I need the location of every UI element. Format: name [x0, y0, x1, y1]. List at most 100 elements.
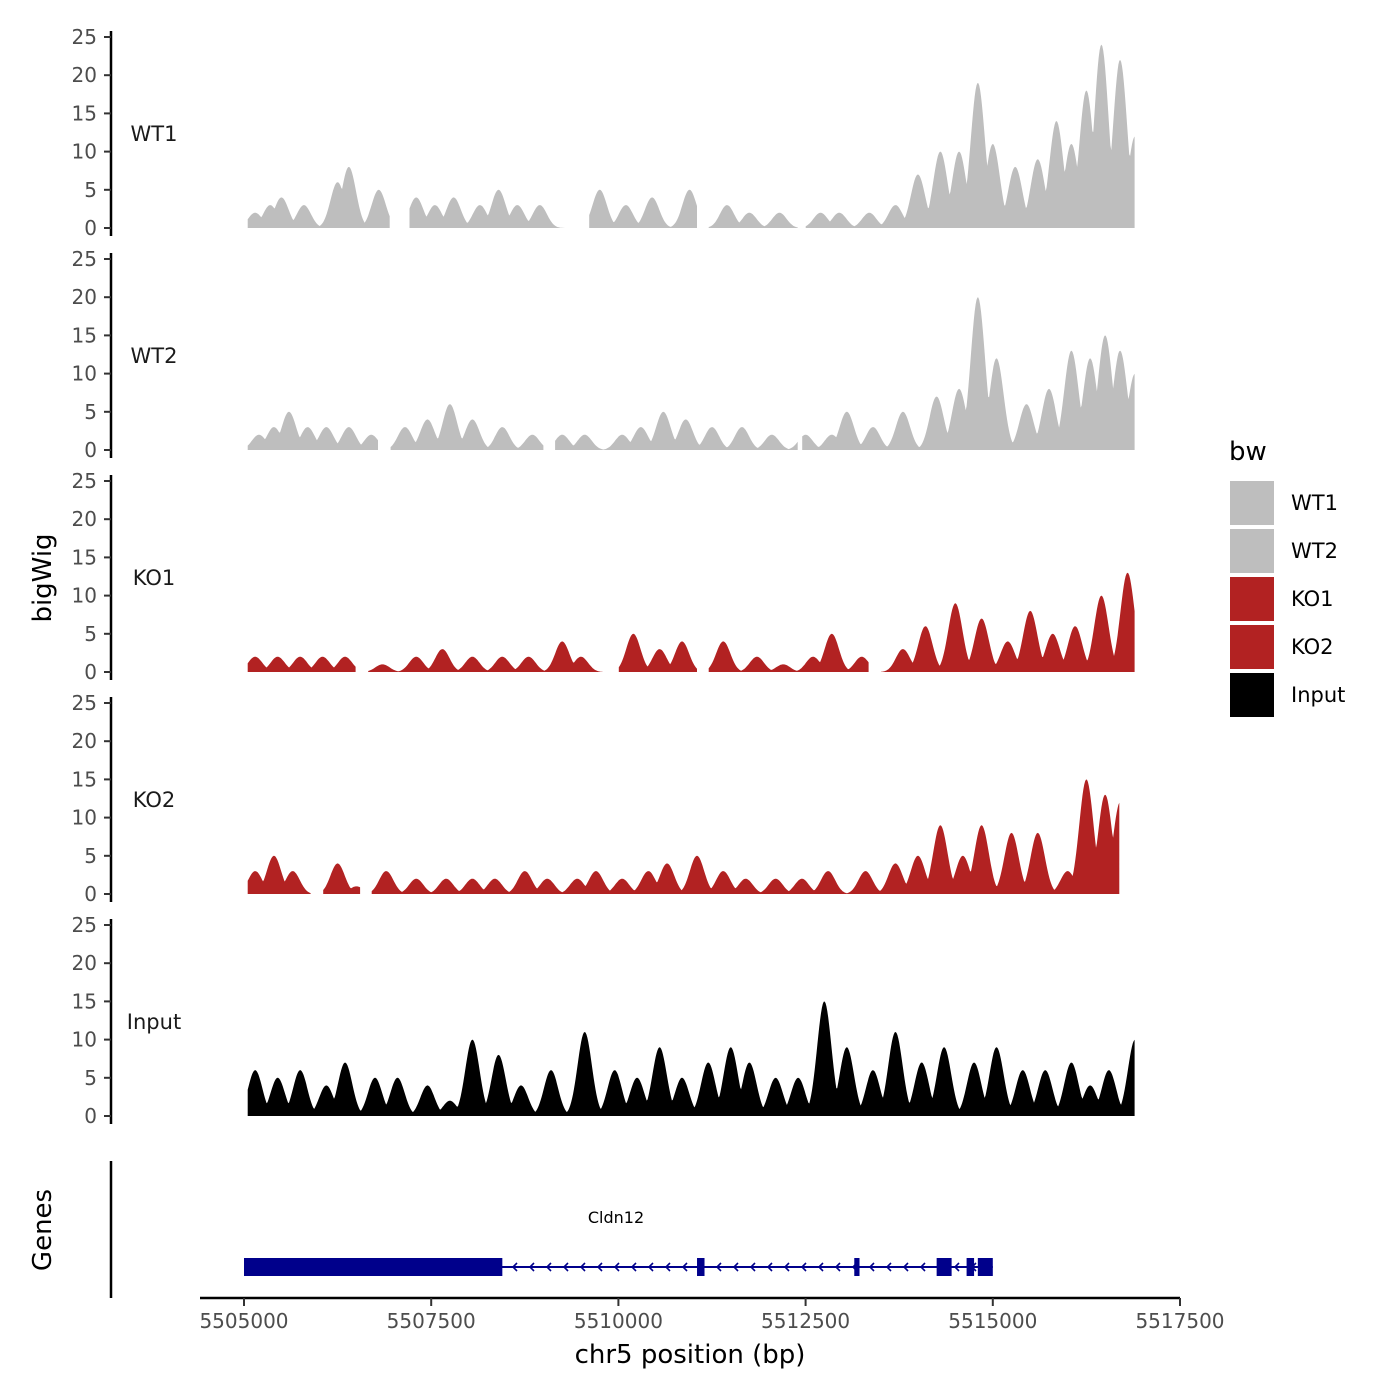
coverage-area-ko2	[247, 855, 311, 894]
coverage-area-ko1	[368, 641, 603, 672]
x-tick-label: 5505000	[199, 1309, 288, 1333]
y-tick-label: 0	[84, 660, 97, 684]
coverage-area-ko2	[323, 863, 361, 894]
y-tick-label: 5	[84, 178, 97, 202]
x-tick-label: 5517500	[1135, 1309, 1224, 1333]
legend-label-ko2: KO2	[1291, 635, 1334, 659]
strand-arrow	[766, 1262, 773, 1272]
exon-block	[977, 1258, 993, 1276]
tracks-layer: 0510152025WT10510152025WT20510152025KO10…	[72, 25, 1135, 1128]
legend-swatch-input	[1230, 673, 1274, 717]
coverage-area-wt2	[247, 411, 378, 450]
strand-arrow	[562, 1262, 569, 1272]
y-tick-label: 0	[84, 882, 97, 906]
y-tick-label: 0	[84, 438, 97, 462]
y-tick-label: 15	[72, 323, 97, 347]
coverage-area-input	[247, 1001, 1135, 1116]
y-tick-label: 0	[84, 1104, 97, 1128]
exon-block	[697, 1258, 705, 1276]
coverage-area-ko1	[247, 656, 356, 672]
legend-label-input: Input	[1291, 683, 1345, 707]
track-input: 0 5 10 15 20 25 Input	[72, 913, 1135, 1128]
y-tick-label: 25	[72, 691, 97, 715]
exon-block	[966, 1258, 975, 1276]
x-tick-label: 5515000	[948, 1309, 1037, 1333]
y-axis-title: bigWig	[28, 533, 58, 622]
y-tick-label: 25	[72, 25, 97, 49]
x-axis: 5505000 5507500 5510000 5512500 5515000 55175…	[199, 1296, 1225, 1370]
gene-name-label: Cldn12	[588, 1208, 644, 1227]
strand-arrow	[800, 1262, 807, 1272]
track-label: KO2	[133, 788, 176, 812]
legend-label-wt1: WT1	[1291, 491, 1338, 515]
strand-arrow	[749, 1262, 756, 1272]
strand-arrow	[664, 1262, 671, 1272]
y-tick-label: 5	[84, 844, 97, 868]
y-tick-label: 25	[72, 247, 97, 271]
strand-arrow	[919, 1262, 926, 1272]
track-label: WT2	[131, 344, 178, 368]
coverage-area-wt1	[409, 189, 566, 228]
strand-arrow	[579, 1262, 586, 1272]
track-label: WT1	[131, 122, 178, 146]
legend-swatch-wt2	[1230, 529, 1274, 573]
exon-block	[854, 1258, 860, 1276]
y-tick-label: 10	[72, 140, 97, 164]
strand-arrow	[596, 1262, 603, 1272]
y-tick-label: 10	[72, 1028, 97, 1052]
y-tick-label: 20	[72, 507, 97, 531]
y-tick-label: 25	[72, 469, 97, 493]
strand-arrow	[681, 1262, 688, 1272]
track-label: KO1	[133, 566, 176, 590]
y-tick-label: 0	[84, 216, 97, 240]
x-tick-label: 5507500	[387, 1309, 476, 1333]
strand-arrow	[783, 1262, 790, 1272]
strand-arrow	[647, 1262, 654, 1272]
strand-arrow	[834, 1262, 841, 1272]
legend-title: bw	[1229, 437, 1267, 467]
x-tick-label: 5510000	[574, 1309, 663, 1333]
x-axis-title: chr5 position (bp)	[575, 1340, 806, 1370]
y-tick-label: 10	[72, 362, 97, 386]
strand-arrow	[885, 1262, 892, 1272]
legend-swatch-ko2	[1230, 625, 1274, 669]
strand-arrow	[732, 1262, 739, 1272]
coverage-area-ko2	[371, 779, 1120, 894]
strand-arrow	[630, 1262, 637, 1272]
y-tick-label: 5	[84, 1066, 97, 1090]
strand-arrow	[613, 1262, 620, 1272]
legend-swatch-wt1	[1230, 481, 1274, 525]
track-label: Input	[127, 1010, 181, 1034]
exon-block	[244, 1258, 503, 1276]
coverage-area-ko1	[708, 633, 869, 672]
coverage-area-wt2	[555, 411, 798, 450]
genes-panel: Genes Cldn12	[28, 1161, 993, 1298]
coverage-area-wt1	[708, 205, 798, 228]
legend-label-wt2: WT2	[1291, 539, 1338, 563]
y-tick-label: 25	[72, 913, 97, 937]
track-ko1: 0 5 10 15 20 25 KO1	[72, 469, 1135, 684]
legend-swatch-ko1	[1230, 577, 1274, 621]
strand-arrow	[528, 1262, 535, 1272]
y-tick-label: 15	[72, 989, 97, 1013]
y-tick-label: 5	[84, 622, 97, 646]
y-tick-label: 20	[72, 285, 97, 309]
gene-model	[244, 1258, 993, 1276]
strand-arrow	[715, 1262, 722, 1272]
strand-arrow	[953, 1262, 960, 1272]
legend-entries: WT1 WT2 KO1 KO2 Input	[1230, 481, 1345, 717]
legend-label-ko1: KO1	[1291, 587, 1334, 611]
y-tick-label: 15	[72, 101, 97, 125]
coverage-area-wt1	[805, 44, 1135, 228]
x-tick-label: 5512500	[761, 1309, 850, 1333]
coverage-area-wt1	[589, 189, 697, 228]
coverage-area-wt2	[802, 297, 1135, 450]
track-ko2: 0 5 10 15 20 25 KO2	[72, 691, 1120, 906]
exon-block	[936, 1258, 952, 1276]
coverage-area-wt1	[247, 167, 390, 228]
y-tick-label: 15	[72, 767, 97, 791]
genes-axis-title: Genes	[28, 1189, 58, 1271]
coverage-area-wt2	[390, 404, 544, 450]
strand-arrow	[545, 1262, 552, 1272]
